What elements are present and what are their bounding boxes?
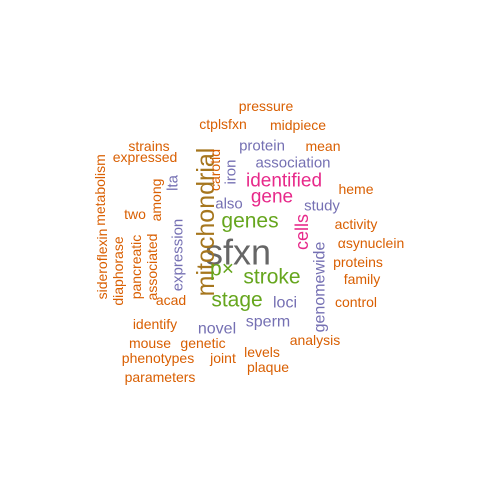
cloud-word: sfxn	[205, 232, 271, 273]
cloud-word: joint	[209, 350, 236, 366]
cloud-word: metabolism	[92, 154, 108, 226]
cloud-word: genomewide	[312, 242, 329, 333]
cloud-word: plaque	[247, 359, 289, 375]
cloud-word: acad	[156, 292, 186, 308]
cloud-word: protein	[239, 138, 285, 155]
cloud-word: two	[124, 206, 146, 222]
cloud-word: stroke	[243, 266, 300, 289]
cloud-word: lta	[165, 174, 182, 191]
cloud-word: associated	[144, 234, 160, 301]
cloud-word: family	[344, 271, 381, 287]
cloud-word: levels	[244, 344, 280, 360]
cloud-word: phenotypes	[122, 350, 194, 366]
cloud-word: genetic	[180, 335, 225, 351]
cloud-word: among	[148, 179, 164, 222]
cloud-word: mouse	[129, 335, 171, 351]
cloud-word: loci	[273, 295, 297, 312]
cloud-word: pancreatic	[128, 235, 144, 300]
cloud-word: mean	[305, 138, 340, 154]
cloud-word: expressed	[113, 149, 178, 165]
cloud-word: strains	[128, 138, 169, 154]
cloud-word: iron	[223, 159, 240, 184]
cloud-word: p×	[210, 258, 234, 281]
cloud-word: parameters	[125, 369, 196, 385]
cloud-word: also	[215, 196, 243, 213]
cloud-word: sperm	[246, 314, 290, 331]
cloud-word: midpiece	[270, 117, 326, 133]
cloud-word: stage	[211, 289, 262, 312]
cloud-word: association	[255, 155, 330, 172]
cloud-word: αsynuclein	[338, 235, 404, 251]
cloud-word: carotid	[207, 149, 223, 191]
cloud-word: mitochondrial	[192, 148, 220, 297]
cloud-word: activity	[335, 216, 378, 232]
cloud-word: sideroflexin	[94, 229, 110, 300]
cloud-word: pressure	[239, 98, 294, 114]
cloud-word: control	[335, 294, 377, 310]
cloud-word: ctplsfxn	[199, 116, 246, 132]
cloud-word: expression	[170, 219, 187, 292]
cloud-word: identify	[133, 316, 177, 332]
cloud-word: genes	[221, 210, 278, 233]
cloud-word: gene	[251, 187, 293, 208]
cloud-word: proteins	[333, 254, 383, 270]
cloud-word: heme	[338, 181, 373, 197]
cloud-word: cells	[292, 214, 312, 250]
cloud-word: diaphorase	[110, 236, 126, 305]
cloud-word: novel	[198, 321, 236, 338]
cloud-word: analysis	[290, 332, 341, 348]
cloud-word: identified	[246, 171, 322, 192]
cloud-word: study	[304, 198, 340, 215]
